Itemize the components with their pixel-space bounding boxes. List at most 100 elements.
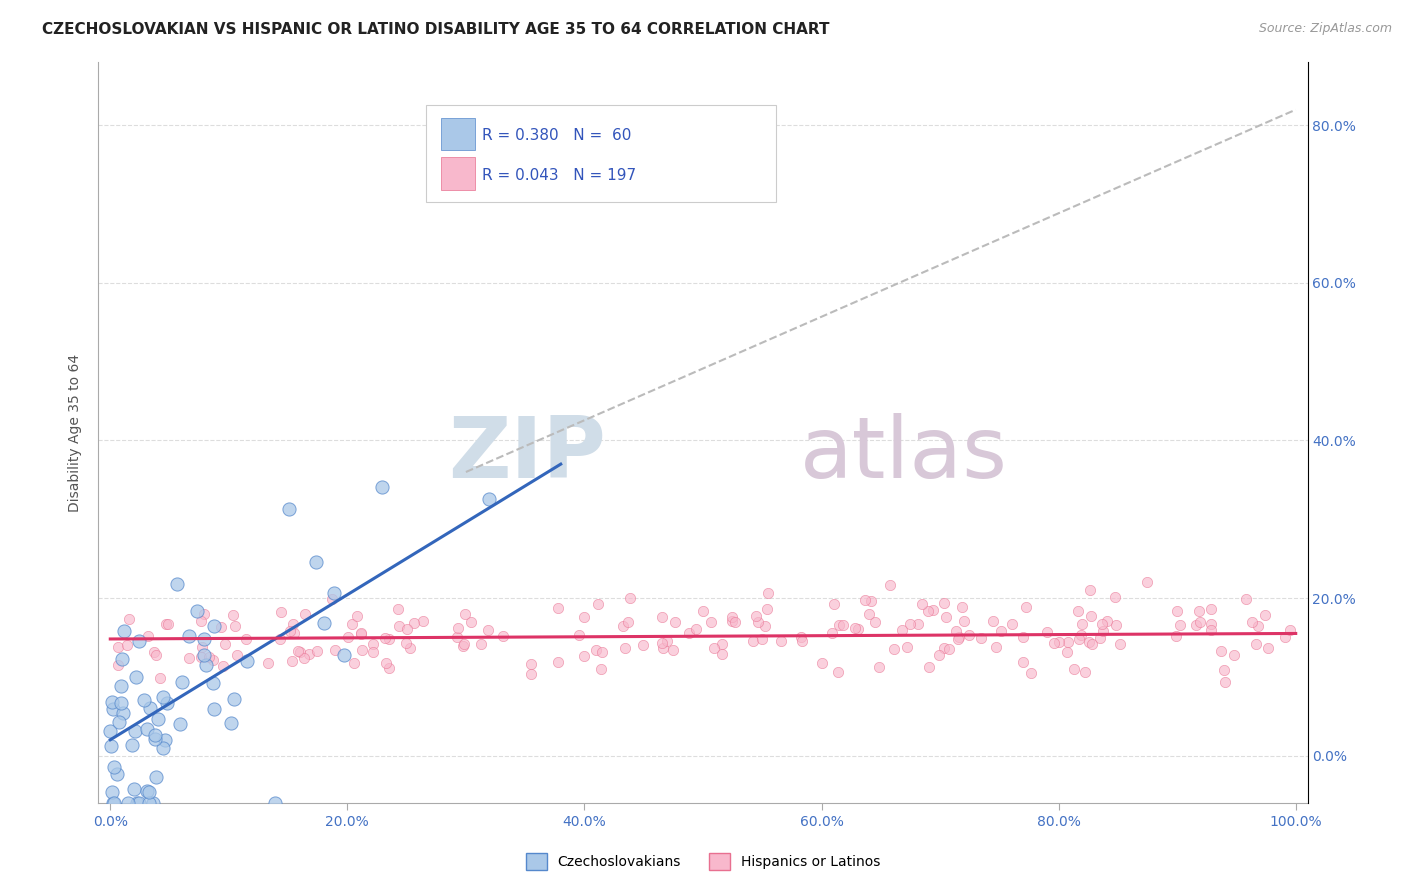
Point bbox=[1184, 617, 1206, 632]
Point bbox=[938, 641, 960, 656]
Point bbox=[1188, 604, 1211, 618]
Point bbox=[1244, 637, 1267, 651]
Point bbox=[747, 615, 769, 629]
Point bbox=[932, 640, 955, 655]
Point bbox=[1012, 655, 1035, 669]
Point bbox=[202, 676, 225, 690]
Point bbox=[371, 480, 394, 494]
Point bbox=[685, 622, 707, 636]
Point bbox=[821, 626, 844, 640]
Point bbox=[918, 659, 941, 673]
Point bbox=[477, 623, 499, 637]
Point bbox=[132, 693, 155, 707]
Point bbox=[350, 642, 373, 657]
Point bbox=[107, 640, 129, 655]
Point bbox=[946, 632, 969, 647]
Point bbox=[1241, 615, 1264, 629]
Point bbox=[945, 624, 967, 638]
Point bbox=[193, 648, 215, 663]
Point bbox=[157, 617, 180, 632]
Point bbox=[287, 644, 309, 658]
Point bbox=[478, 491, 501, 506]
Point bbox=[1056, 645, 1078, 659]
Point bbox=[270, 605, 292, 619]
Point bbox=[911, 597, 934, 611]
Point bbox=[1189, 615, 1212, 629]
Point bbox=[361, 637, 384, 651]
Point bbox=[166, 576, 188, 591]
Point bbox=[121, 739, 143, 753]
Point bbox=[214, 637, 236, 651]
Point bbox=[124, 724, 146, 739]
Point bbox=[657, 634, 679, 648]
Point bbox=[1104, 591, 1126, 605]
Point bbox=[363, 645, 385, 659]
Point bbox=[692, 604, 714, 618]
Point bbox=[811, 656, 834, 670]
Point bbox=[678, 625, 700, 640]
Point bbox=[143, 732, 166, 747]
Point bbox=[294, 607, 316, 622]
Point bbox=[953, 614, 976, 628]
Point bbox=[1212, 663, 1234, 677]
Point bbox=[142, 645, 165, 659]
Point bbox=[146, 713, 169, 727]
Point bbox=[298, 647, 321, 661]
Point bbox=[1080, 609, 1102, 624]
Point bbox=[193, 607, 215, 622]
Point bbox=[191, 640, 214, 654]
Point bbox=[101, 702, 124, 716]
Point bbox=[105, 767, 128, 781]
Point bbox=[378, 632, 401, 646]
Point bbox=[337, 630, 360, 644]
Point bbox=[1047, 634, 1070, 648]
Point bbox=[711, 637, 734, 651]
Point bbox=[118, 612, 141, 626]
Point bbox=[304, 555, 326, 569]
Point bbox=[970, 632, 993, 646]
Point bbox=[190, 615, 212, 629]
Point bbox=[1069, 632, 1091, 647]
Point bbox=[202, 702, 225, 716]
Legend: Czechoslovakians, Hispanics or Latinos: Czechoslovakians, Hispanics or Latinos bbox=[526, 853, 880, 870]
Point bbox=[281, 654, 304, 668]
Point bbox=[122, 781, 145, 796]
Point bbox=[305, 644, 328, 658]
Point bbox=[619, 591, 641, 605]
Point bbox=[1011, 630, 1033, 644]
Point bbox=[152, 690, 174, 705]
Point bbox=[1067, 604, 1090, 618]
Point bbox=[224, 619, 246, 633]
Point bbox=[149, 671, 172, 685]
Point bbox=[394, 636, 416, 650]
Point bbox=[741, 634, 763, 648]
Point bbox=[891, 624, 914, 638]
Point bbox=[907, 617, 929, 632]
Point bbox=[588, 597, 610, 611]
Point bbox=[124, 669, 146, 683]
Point bbox=[1222, 648, 1244, 662]
Point bbox=[1063, 662, 1085, 676]
Point bbox=[257, 656, 280, 670]
Point bbox=[323, 586, 346, 600]
Point bbox=[346, 608, 368, 623]
Point bbox=[853, 593, 876, 607]
Point bbox=[651, 636, 673, 650]
Point bbox=[111, 652, 134, 666]
Point bbox=[935, 609, 957, 624]
Point bbox=[1274, 630, 1296, 644]
Point bbox=[115, 638, 138, 652]
Text: R = 0.380   N =  60: R = 0.380 N = 60 bbox=[482, 128, 631, 144]
Point bbox=[1136, 575, 1159, 590]
Point bbox=[135, 722, 157, 736]
Text: ZIP: ZIP bbox=[449, 413, 606, 496]
Point bbox=[662, 642, 685, 657]
Point bbox=[1057, 635, 1080, 649]
Point bbox=[868, 660, 890, 674]
Point bbox=[375, 656, 398, 670]
Point bbox=[378, 661, 401, 675]
Point bbox=[754, 619, 776, 633]
Point bbox=[446, 630, 468, 644]
Point bbox=[1097, 614, 1119, 628]
Point bbox=[111, 706, 134, 720]
